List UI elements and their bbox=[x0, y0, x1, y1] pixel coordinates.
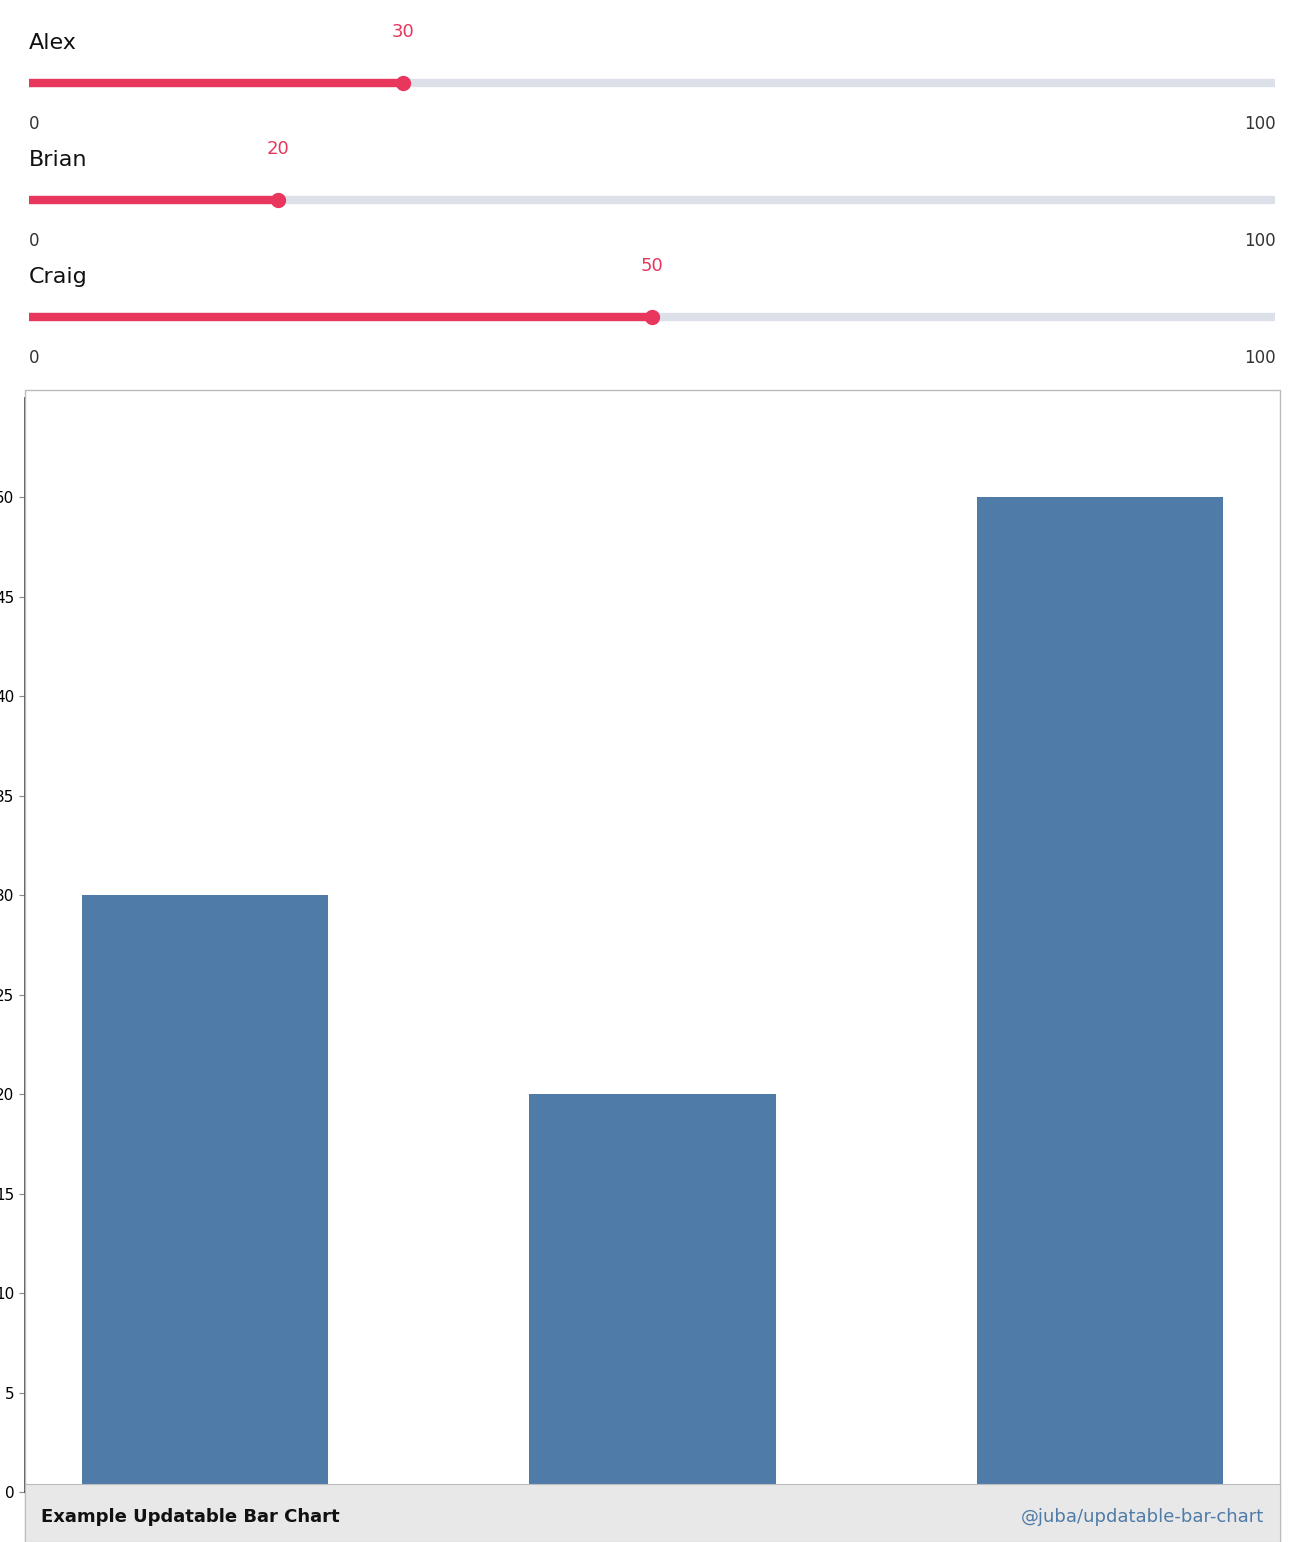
Text: 20: 20 bbox=[266, 140, 289, 157]
Bar bbox=[977, 498, 1223, 1493]
Bar bbox=[529, 1095, 776, 1493]
Text: Brian: Brian bbox=[29, 150, 87, 170]
Bar bbox=[82, 896, 329, 1493]
Text: 100: 100 bbox=[1244, 116, 1275, 133]
Text: 30: 30 bbox=[391, 23, 415, 42]
Text: 0: 0 bbox=[29, 231, 39, 250]
Text: Example Updatable Bar Chart: Example Updatable Bar Chart bbox=[40, 1508, 339, 1527]
Text: 100: 100 bbox=[1244, 231, 1275, 250]
Text: @juba/updatable-bar-chart: @juba/updatable-bar-chart bbox=[1021, 1508, 1265, 1527]
Text: 0: 0 bbox=[29, 116, 39, 133]
Text: Alex: Alex bbox=[29, 32, 77, 52]
Text: 0: 0 bbox=[29, 348, 39, 367]
Text: Craig: Craig bbox=[29, 267, 87, 287]
Text: 100: 100 bbox=[1244, 348, 1275, 367]
Text: 50: 50 bbox=[640, 258, 664, 274]
